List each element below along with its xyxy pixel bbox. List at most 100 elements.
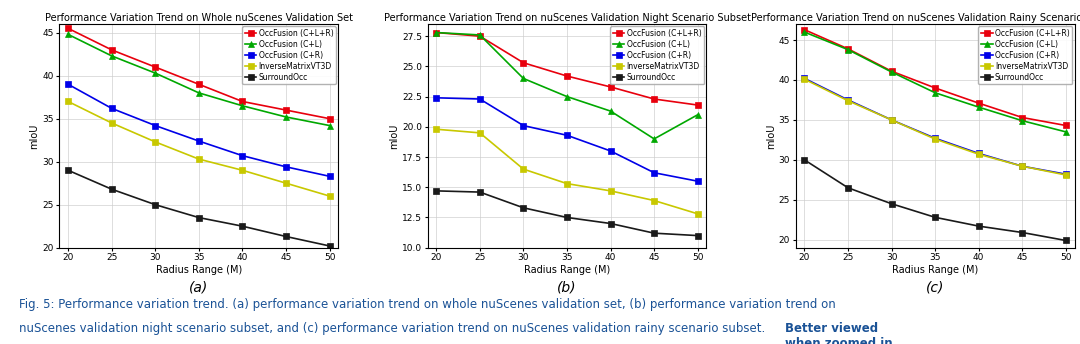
OccFusion (C+L) (841, 47, 854, 52)
X-axis label: Radius Range (M): Radius Range (M) (524, 265, 610, 275)
OccFusion (C+R) (648, 171, 661, 175)
OccFusion (C+R) (972, 151, 985, 155)
OccFusion (C+L) (604, 109, 617, 113)
OccFusion (C+L+R) (149, 65, 162, 69)
OccFusion (C+L) (1059, 130, 1072, 134)
X-axis label: Radius Range (M): Radius Range (M) (156, 265, 242, 275)
InverseMatrixVT3D (798, 77, 811, 81)
Text: Fig. 5: Performance variation trend. (a) performance variation trend on whole nu: Fig. 5: Performance variation trend. (a)… (19, 298, 836, 311)
OccFusion (C+L) (798, 30, 811, 34)
OccFusion (C+L) (691, 113, 704, 117)
Line: InverseMatrixVT3D: InverseMatrixVT3D (65, 99, 333, 199)
OccFusion (C+L) (473, 33, 486, 37)
Text: (a): (a) (189, 280, 208, 294)
OccFusion (C+L+R) (561, 74, 573, 78)
OccFusion (C+L) (1016, 119, 1029, 123)
InverseMatrixVT3D (430, 127, 443, 131)
InverseMatrixVT3D (280, 181, 293, 185)
OccFusion (C+L) (517, 76, 530, 80)
OccFusion (C+L) (430, 31, 443, 35)
SurroundOcc (798, 158, 811, 162)
SurroundOcc (929, 215, 942, 219)
InverseMatrixVT3D (886, 118, 899, 122)
OccFusion (C+L+R) (841, 47, 854, 51)
Line: SurroundOcc: SurroundOcc (433, 188, 701, 238)
OccFusion (C+L+R) (604, 85, 617, 89)
Legend: OccFusion (C+L+R), OccFusion (C+L), OccFusion (C+R), InverseMatrixVT3D, Surround: OccFusion (C+L+R), OccFusion (C+L), OccF… (610, 26, 704, 84)
OccFusion (C+L+R) (1059, 123, 1072, 128)
OccFusion (C+R) (105, 106, 118, 110)
Title: Performance Variation Trend on nuScenes Validation Night Scenario Subset: Performance Variation Trend on nuScenes … (383, 13, 751, 23)
SurroundOcc (517, 206, 530, 210)
InverseMatrixVT3D (929, 137, 942, 141)
InverseMatrixVT3D (105, 121, 118, 125)
InverseMatrixVT3D (323, 194, 336, 198)
OccFusion (C+L) (62, 32, 75, 36)
SurroundOcc (691, 234, 704, 238)
Line: OccFusion (C+R): OccFusion (C+R) (65, 82, 333, 179)
InverseMatrixVT3D (149, 140, 162, 144)
OccFusion (C+L+R) (517, 61, 530, 65)
OccFusion (C+L+R) (473, 34, 486, 38)
InverseMatrixVT3D (604, 189, 617, 193)
Line: OccFusion (C+R): OccFusion (C+R) (801, 76, 1069, 177)
OccFusion (C+R) (280, 165, 293, 169)
OccFusion (C+L+R) (235, 99, 248, 104)
Y-axis label: mIoU: mIoU (389, 123, 400, 149)
OccFusion (C+L+R) (62, 26, 75, 30)
OccFusion (C+R) (886, 118, 899, 122)
Legend: OccFusion (C+L+R), OccFusion (C+L), OccFusion (C+R), InverseMatrixVT3D, Surround: OccFusion (C+L+R), OccFusion (C+L), OccF… (978, 26, 1072, 84)
InverseMatrixVT3D (235, 168, 248, 172)
InverseMatrixVT3D (517, 167, 530, 171)
SurroundOcc (1016, 230, 1029, 235)
OccFusion (C+R) (430, 96, 443, 100)
SurroundOcc (648, 231, 661, 235)
Line: OccFusion (C+L+R): OccFusion (C+L+R) (65, 25, 333, 121)
OccFusion (C+L) (886, 70, 899, 74)
OccFusion (C+L) (323, 123, 336, 128)
Line: OccFusion (C+R): OccFusion (C+R) (433, 95, 701, 184)
SurroundOcc (235, 224, 248, 228)
SurroundOcc (841, 186, 854, 190)
X-axis label: Radius Range (M): Radius Range (M) (892, 265, 978, 275)
Legend: OccFusion (C+L+R), OccFusion (C+L), OccFusion (C+R), InverseMatrixVT3D, Surround: OccFusion (C+L+R), OccFusion (C+L), OccF… (242, 26, 336, 84)
Text: (b): (b) (557, 280, 577, 294)
OccFusion (C+R) (604, 149, 617, 153)
OccFusion (C+L+R) (280, 108, 293, 112)
OccFusion (C+L) (192, 91, 205, 95)
SurroundOcc (62, 168, 75, 172)
SurroundOcc (149, 203, 162, 207)
OccFusion (C+R) (1016, 164, 1029, 168)
Y-axis label: mIoU: mIoU (766, 123, 775, 149)
InverseMatrixVT3D (841, 99, 854, 103)
Line: SurroundOcc: SurroundOcc (65, 168, 333, 249)
OccFusion (C+R) (1059, 172, 1072, 176)
OccFusion (C+R) (929, 136, 942, 140)
OccFusion (C+R) (62, 82, 75, 86)
OccFusion (C+L+R) (430, 31, 443, 35)
InverseMatrixVT3D (648, 198, 661, 203)
OccFusion (C+L+R) (648, 97, 661, 101)
SurroundOcc (473, 190, 486, 194)
OccFusion (C+L+R) (798, 28, 811, 32)
Title: Performance Variation Trend on nuScenes Validation Rainy Scenario Subset: Performance Variation Trend on nuScenes … (752, 13, 1080, 23)
OccFusion (C+L) (149, 71, 162, 75)
Y-axis label: mIoU: mIoU (29, 123, 40, 149)
Line: OccFusion (C+L): OccFusion (C+L) (65, 32, 333, 128)
OccFusion (C+L+R) (972, 101, 985, 105)
SurroundOcc (604, 222, 617, 226)
SurroundOcc (105, 187, 118, 191)
InverseMatrixVT3D (1016, 164, 1029, 168)
OccFusion (C+R) (691, 179, 704, 183)
SurroundOcc (430, 189, 443, 193)
OccFusion (C+R) (192, 139, 205, 143)
OccFusion (C+R) (323, 174, 336, 178)
Line: SurroundOcc: SurroundOcc (801, 157, 1069, 243)
OccFusion (C+L+R) (323, 117, 336, 121)
SurroundOcc (323, 244, 336, 248)
OccFusion (C+L) (929, 91, 942, 95)
InverseMatrixVT3D (62, 99, 75, 104)
OccFusion (C+L) (648, 137, 661, 141)
InverseMatrixVT3D (972, 152, 985, 156)
InverseMatrixVT3D (192, 157, 205, 161)
